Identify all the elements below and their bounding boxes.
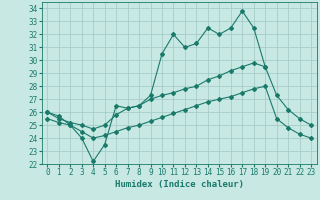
X-axis label: Humidex (Indice chaleur): Humidex (Indice chaleur) [115, 180, 244, 189]
